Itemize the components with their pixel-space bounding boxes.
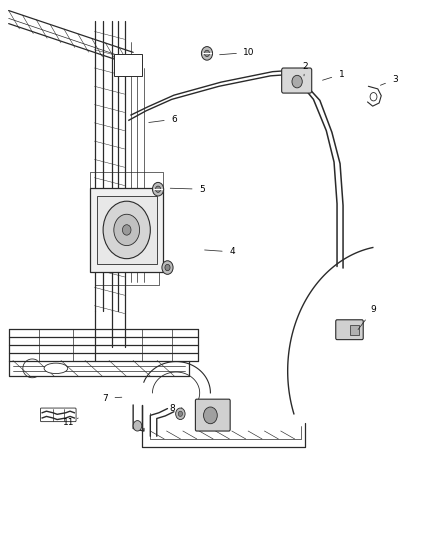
Circle shape [103,201,150,259]
Circle shape [370,93,377,101]
Circle shape [165,264,170,271]
Text: 3: 3 [381,75,398,85]
FancyBboxPatch shape [336,320,363,340]
FancyBboxPatch shape [350,325,359,335]
Circle shape [176,408,185,419]
Text: 4: 4 [205,247,235,256]
Circle shape [155,186,161,192]
Text: 2: 2 [302,62,307,76]
FancyBboxPatch shape [97,196,157,264]
Text: 8: 8 [169,404,182,413]
FancyBboxPatch shape [114,54,142,76]
Text: 1: 1 [322,70,344,80]
FancyBboxPatch shape [282,68,312,93]
Text: 9: 9 [358,305,376,329]
Circle shape [114,214,140,246]
Circle shape [205,50,209,56]
Circle shape [178,411,183,416]
Circle shape [201,46,212,60]
FancyBboxPatch shape [90,188,163,272]
Text: 5: 5 [170,185,205,193]
Circle shape [122,225,131,235]
FancyBboxPatch shape [195,399,230,431]
Text: 10: 10 [219,48,255,57]
Circle shape [292,75,302,88]
Text: 11: 11 [63,418,78,426]
Text: 7: 7 [102,394,122,402]
Ellipse shape [44,363,68,374]
Circle shape [204,407,217,424]
Circle shape [162,261,173,274]
Text: 6: 6 [149,115,177,124]
Circle shape [133,421,142,431]
Circle shape [152,182,164,196]
